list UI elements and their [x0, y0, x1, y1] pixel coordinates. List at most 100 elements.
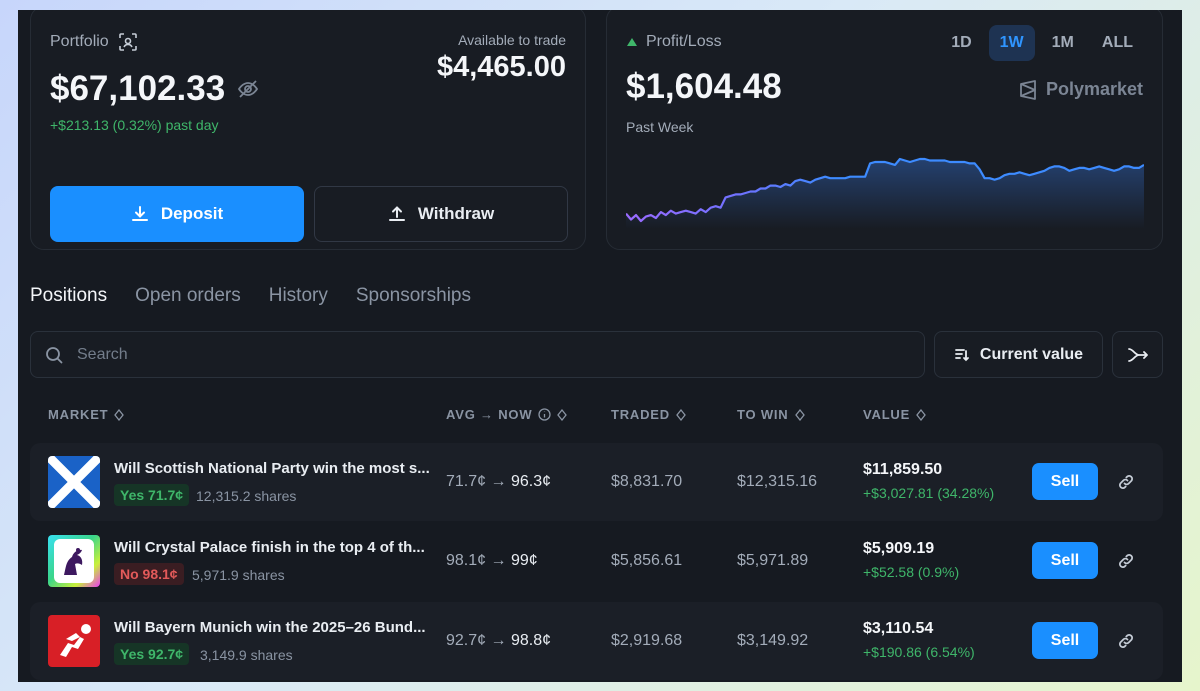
profit-loss-line [626, 157, 1144, 223]
profit-loss-card: Profit/Loss $1,604.48 Past Week 1D 1W 1M… [606, 10, 1163, 250]
tab-sponsorships[interactable]: Sponsorships [355, 285, 471, 306]
arrow-right-icon: → [490, 552, 507, 569]
header-avg-now[interactable]: AVG → NOW [446, 407, 568, 422]
market-title[interactable]: Will Bayern Munich win the 2025–26 Bund.… [114, 619, 426, 636]
header-market[interactable]: MARKET [48, 407, 125, 422]
arrow-right-icon: → [490, 632, 507, 649]
withdraw-button[interactable]: Withdraw [314, 186, 568, 242]
header-avg-now-label: AVG → NOW [446, 407, 533, 422]
to-win-amount: $3,149.92 [737, 632, 809, 649]
bundesliga-logo-icon [48, 615, 100, 667]
available-value: $4,465.00 [436, 51, 566, 83]
range-tab-1m[interactable]: 1M [1051, 34, 1074, 51]
to-win-amount: $5,971.89 [737, 552, 809, 569]
sort-toggle-icon [794, 408, 805, 421]
header-value[interactable]: VALUE [863, 407, 926, 422]
shares-count: 12,315.2 shares [196, 488, 297, 504]
portfolio-card: Portfolio $67,102.33 +$213.13 (0.32%) pa… [30, 10, 586, 250]
avg-price: 71.7¢ [446, 473, 487, 490]
header-traded[interactable]: TRADED [611, 407, 686, 422]
traded-amount: $5,856.61 [611, 552, 683, 569]
deposit-button[interactable]: Deposit [50, 186, 304, 242]
sort-toggle-icon [916, 408, 926, 421]
portfolio-label: Portfolio [50, 33, 109, 50]
portfolio-change: +$213.13 (0.32%) past day [50, 117, 219, 133]
avg-now: 98.1¢ → 99¢ [446, 552, 538, 570]
to-win-amount: $12,315.16 [737, 473, 818, 490]
sort-toggle-icon [676, 408, 686, 421]
search-input[interactable] [77, 345, 857, 364]
range-tab-all[interactable]: ALL [1101, 34, 1133, 51]
now-price: 98.8¢ [510, 632, 551, 649]
header-to-win-label: TO WIN [737, 407, 789, 422]
position-value: $3,110.54 [863, 620, 934, 637]
polymarket-brand: Polymarket [1018, 79, 1143, 100]
available-label: Available to trade [458, 32, 566, 48]
positions-tabs: Positions Open orders History Sponsorshi… [30, 285, 471, 307]
sort-toggle-icon [557, 408, 568, 421]
now-price: 96.3¢ [510, 473, 551, 490]
shares-count: 3,149.9 shares [200, 647, 293, 663]
share-link-icon[interactable] [1116, 551, 1136, 571]
table-row[interactable]: Will Bayern Munich win the 2025–26 Bund.… [30, 602, 1163, 680]
deposit-label: Deposit [160, 204, 224, 223]
now-price: 99¢ [510, 552, 538, 569]
profit-loss-period: Past Week [626, 119, 694, 135]
outcome-badge: No 98.1¢ [114, 563, 184, 585]
eye-off-icon[interactable] [237, 78, 259, 100]
range-tab-1d[interactable]: 1D [951, 34, 972, 51]
profit-loss-chart [626, 157, 1144, 229]
table-row[interactable]: Will Crystal Palace finish in the top 4 … [30, 522, 1163, 600]
portfolio-value-row: $67,102.33 [50, 69, 259, 109]
sell-button[interactable]: Sell [1032, 542, 1098, 579]
download-icon [131, 205, 149, 223]
tab-open-orders[interactable]: Open orders [135, 285, 241, 306]
market-title[interactable]: Will Crystal Palace finish in the top 4 … [114, 539, 425, 556]
sort-label: Current value [979, 345, 1084, 363]
avg-price: 98.1¢ [446, 552, 487, 569]
upload-icon [388, 205, 406, 223]
sell-button[interactable]: Sell [1032, 622, 1098, 659]
arrow-right-icon: → [490, 473, 507, 490]
triangle-up-icon [626, 37, 638, 47]
share-link-icon[interactable] [1116, 472, 1136, 492]
header-value-label: VALUE [863, 407, 911, 422]
profit-loss-value: $1,604.48 [626, 67, 782, 106]
sort-direction-button[interactable] [1112, 331, 1163, 378]
profit-loss-area [626, 159, 1144, 229]
position-value: $11,859.50 [863, 461, 943, 478]
tab-positions[interactable]: Positions [30, 285, 108, 306]
premier-league-logo-icon [48, 535, 100, 587]
scan-icon[interactable] [118, 33, 137, 51]
traded-amount: $2,919.68 [611, 632, 683, 649]
position-value-change: +$190.86 (6.54%) [863, 644, 975, 660]
header-to-win[interactable]: TO WIN [737, 407, 805, 422]
sort-icon [954, 347, 970, 363]
shares-count: 5,971.9 shares [192, 567, 285, 583]
app-window: Portfolio $67,102.33 +$213.13 (0.32%) pa… [18, 10, 1182, 682]
sort-current-value-button[interactable]: Current value [934, 331, 1103, 378]
search-box [30, 331, 925, 378]
header-traded-label: TRADED [611, 407, 670, 422]
range-tabs: 1D 1W 1M ALL [940, 25, 1144, 61]
market-title[interactable]: Will Scottish National Party win the mos… [114, 460, 430, 477]
profit-loss-label-row: Profit/Loss [626, 33, 722, 51]
info-icon[interactable] [538, 408, 552, 421]
outcome-badge: Yes 92.7¢ [114, 643, 190, 665]
portfolio-label-row: Portfolio [50, 33, 137, 51]
outcome-badge: Yes 71.7¢ [114, 484, 190, 506]
merge-arrow-icon [1127, 347, 1149, 363]
polymarket-label: Polymarket [1045, 79, 1143, 99]
position-value: $5,909.19 [863, 540, 935, 557]
withdraw-label: Withdraw [417, 204, 495, 223]
traded-amount: $8,831.70 [611, 473, 683, 490]
share-link-icon[interactable] [1116, 631, 1136, 651]
portfolio-value: $67,102.33 [50, 69, 226, 108]
search-icon [45, 346, 63, 364]
sell-button[interactable]: Sell [1032, 463, 1098, 500]
tab-history[interactable]: History [268, 285, 328, 306]
sort-toggle-icon [114, 408, 125, 421]
polymarket-logo-icon [1018, 79, 1038, 100]
range-tab-1w[interactable]: 1W [988, 25, 1035, 61]
table-row[interactable]: Will Scottish National Party win the mos… [30, 443, 1163, 521]
